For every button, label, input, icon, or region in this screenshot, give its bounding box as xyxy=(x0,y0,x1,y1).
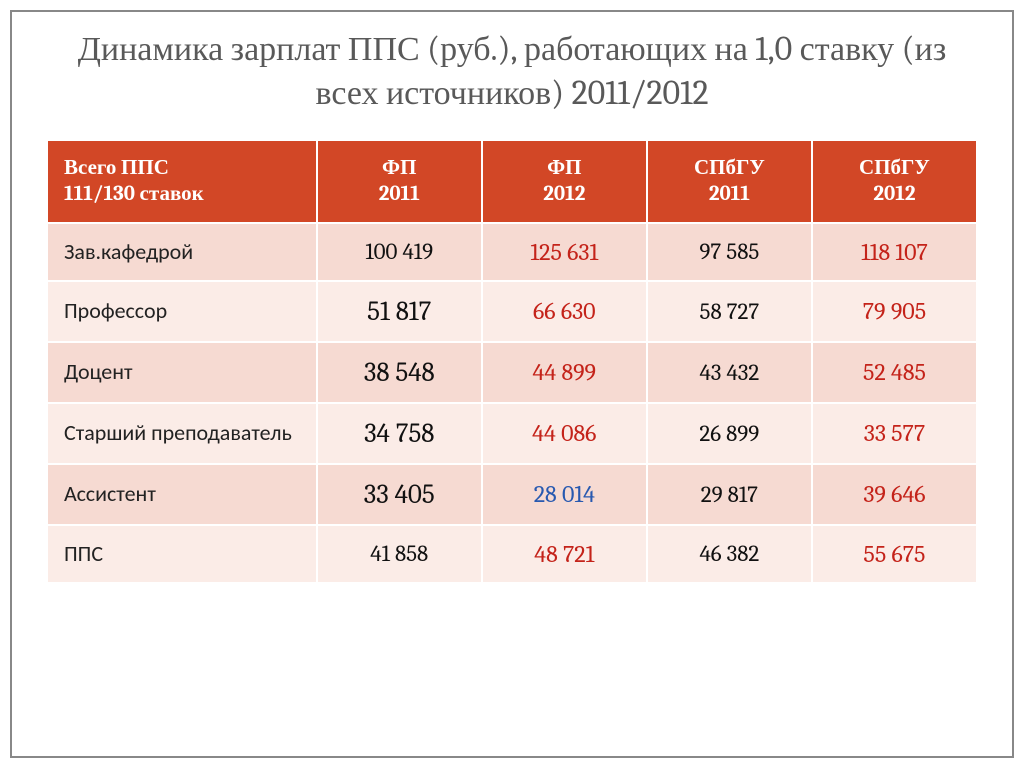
header-label-line2: 111/130 ставок xyxy=(64,182,204,206)
header-label-line1: Всего ППС xyxy=(64,156,169,180)
value-cell-2: 28 014 xyxy=(482,464,647,525)
value-cell-4: 55 675 xyxy=(812,525,977,583)
value-cell-4: 39 646 xyxy=(812,464,977,525)
header-col-4: СПбГУ 2012 xyxy=(812,140,977,223)
header-col-3: СПбГУ 2011 xyxy=(647,140,812,223)
row-label: Старший преподаватель xyxy=(47,403,317,464)
value-cell-4: 118 107 xyxy=(812,223,977,281)
value-cell-1: 100 419 xyxy=(317,223,482,281)
value-cell-2: 66 630 xyxy=(482,281,647,342)
salary-table: Всего ППС 111/130 ставок ФП 2011 ФП 2012… xyxy=(46,139,978,584)
value-cell-3: 29 817 xyxy=(647,464,812,525)
value-cell-1: 33 405 xyxy=(317,464,482,525)
value-cell-1: 38 548 xyxy=(317,342,482,403)
table-row: ППС41 85848 72146 38255 675 xyxy=(47,525,977,583)
value-cell-2: 125 631 xyxy=(482,223,647,281)
value-cell-2: 44 899 xyxy=(482,342,647,403)
header-col-1: ФП 2011 xyxy=(317,140,482,223)
table-row: Профессор51 81766 63058 72779 905 xyxy=(47,281,977,342)
row-label: Ассистент xyxy=(47,464,317,525)
row-label: ППС xyxy=(47,525,317,583)
value-cell-2: 48 721 xyxy=(482,525,647,583)
row-label: Профессор xyxy=(47,281,317,342)
value-cell-4: 33 577 xyxy=(812,403,977,464)
value-cell-3: 58 727 xyxy=(647,281,812,342)
table-row: Доцент38 54844 89943 43252 485 xyxy=(47,342,977,403)
table-row: Ассистент33 40528 01429 81739 646 xyxy=(47,464,977,525)
value-cell-4: 79 905 xyxy=(812,281,977,342)
value-cell-1: 34 758 xyxy=(317,403,482,464)
value-cell-3: 46 382 xyxy=(647,525,812,583)
value-cell-1: 51 817 xyxy=(317,281,482,342)
table-row: Зав.кафедрой100 419125 63197 585118 107 xyxy=(47,223,977,281)
slide: Динамика зарплат ППС (руб.), работающих … xyxy=(10,10,1014,758)
value-cell-3: 26 899 xyxy=(647,403,812,464)
value-cell-4: 52 485 xyxy=(812,342,977,403)
value-cell-1: 41 858 xyxy=(317,525,482,583)
table-header-row: Всего ППС 111/130 ставок ФП 2011 ФП 2012… xyxy=(47,140,977,223)
row-label: Доцент xyxy=(47,342,317,403)
table-body: Зав.кафедрой100 419125 63197 585118 107П… xyxy=(47,223,977,583)
value-cell-3: 97 585 xyxy=(647,223,812,281)
value-cell-2: 44 086 xyxy=(482,403,647,464)
row-label: Зав.кафедрой xyxy=(47,223,317,281)
header-col-2: ФП 2012 xyxy=(482,140,647,223)
slide-title: Динамика зарплат ППС (руб.), работающих … xyxy=(46,28,978,115)
table-row: Старший преподаватель34 75844 08626 8993… xyxy=(47,403,977,464)
header-label: Всего ППС 111/130 ставок xyxy=(47,140,317,223)
value-cell-3: 43 432 xyxy=(647,342,812,403)
